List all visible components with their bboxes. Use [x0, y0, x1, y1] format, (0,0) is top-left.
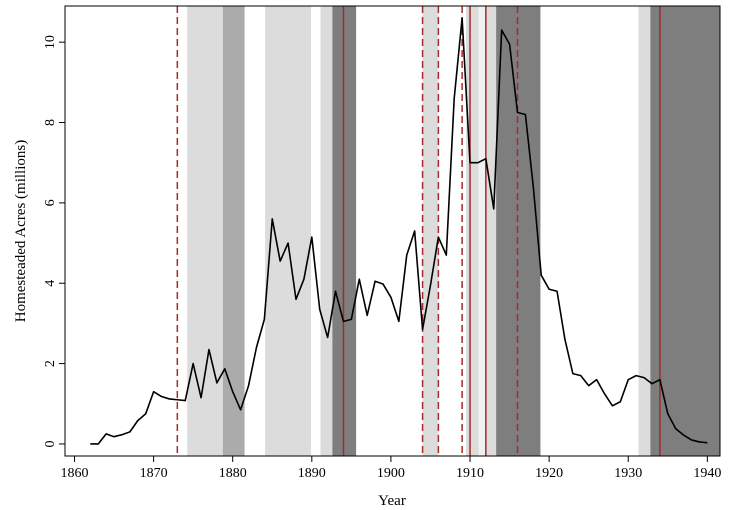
x-tick-label-1940: 1940 [693, 466, 721, 481]
y-tick-label-0: 0 [43, 440, 58, 447]
x-tick-label-1920: 1920 [535, 466, 563, 481]
y-tick-label-8: 8 [43, 119, 58, 126]
shaded-region-2 [265, 6, 312, 456]
shaded-region-4 [332, 6, 357, 456]
x-tick-label-1870: 1870 [140, 466, 168, 481]
x-tick-label-1890: 1890 [298, 466, 326, 481]
shaded-region-6 [466, 6, 479, 456]
shaded-region-9 [496, 6, 541, 456]
shaded-region-3 [320, 6, 333, 456]
x-axis-label: Year [378, 493, 406, 509]
series-line-0 [90, 17, 708, 445]
y-tick-label-4: 4 [43, 280, 58, 287]
shaded-region-10 [638, 6, 651, 456]
shaded-region-1 [222, 6, 245, 456]
shaded-regions [187, 6, 720, 456]
y-axis-label: Homesteaded Acres (millions) [13, 140, 29, 322]
plot-frame [64, 5, 721, 457]
data-series [90, 17, 708, 445]
vertical-reference-lines [176, 6, 661, 456]
shaded-region-11 [650, 6, 720, 456]
x-tick-label-1880: 1880 [219, 466, 247, 481]
shaded-region-0 [187, 6, 223, 456]
x-tick-label-1900: 1900 [377, 466, 405, 481]
y-tick-label-10: 10 [43, 35, 58, 49]
x-axis: 1860 1870 1880 1890 1900 1910 1920 1930 1940 [60, 456, 721, 481]
x-tick-label-1910: 1910 [456, 466, 484, 481]
y-tick-label-6: 6 [43, 199, 58, 206]
shaded-region-8 [485, 6, 497, 456]
y-tick-label-2: 2 [43, 360, 58, 367]
x-tick-label-1930: 1930 [614, 466, 642, 481]
shaded-region-5 [422, 6, 439, 456]
y-axis: 0 2 4 6 8 10 [43, 35, 65, 447]
x-tick-label-1860: 1860 [60, 466, 88, 481]
